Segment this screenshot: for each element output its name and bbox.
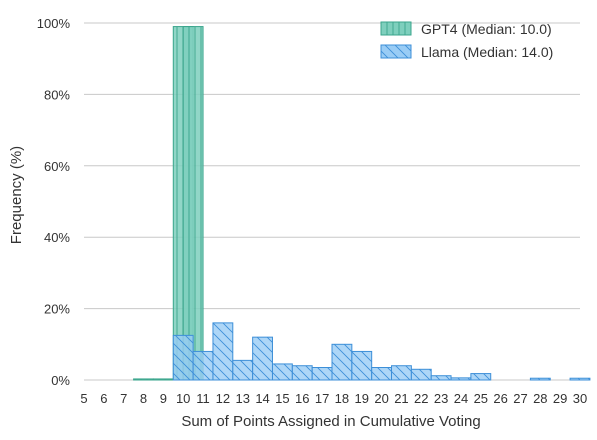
x-axis-title: Sum of Points Assigned in Cumulative Vot… (181, 413, 480, 430)
llama-bar-hatch (292, 365, 313, 380)
gpt4-bar-hatch (183, 26, 204, 380)
legend-label-gpt4: GPT4 (Median: 10.0) (421, 21, 552, 37)
x-tick-label: 23 (434, 391, 448, 406)
x-tick-label: 18 (335, 391, 349, 406)
grid-lines (84, 22, 580, 381)
x-tick-label: 7 (120, 391, 127, 406)
llama-bar-hatch (451, 377, 471, 380)
llama-bar-hatch (312, 367, 332, 380)
x-tick-label: 20 (374, 391, 388, 406)
x-tick-label: 6 (100, 391, 107, 406)
x-tick-label: 27 (513, 391, 527, 406)
x-tick-label: 13 (235, 391, 249, 406)
llama-bar-hatch (332, 344, 352, 380)
llama-bar-hatch (371, 367, 392, 380)
x-tick-label: 9 (160, 391, 167, 406)
y-tick-label: 80% (44, 87, 70, 102)
x-tick-label: 17 (315, 391, 329, 406)
x-tick-label: 5 (80, 391, 87, 406)
y-tick-label: 20% (44, 302, 70, 317)
y-tick-label: 40% (44, 230, 70, 245)
y-tick-label: 100% (37, 16, 71, 31)
y-tick-label: 0% (51, 373, 70, 388)
x-tick-label: 11 (196, 391, 210, 406)
llama-bar-hatch (272, 363, 293, 380)
llama-bar-hatch (470, 373, 491, 380)
x-tick-label: 25 (474, 391, 488, 406)
llama-bar-hatch (351, 351, 372, 380)
x-tick-label: 21 (394, 391, 408, 406)
x-tick-label: 16 (295, 391, 309, 406)
llama-bar-hatch (431, 375, 452, 380)
y-tick-labels: 0% 20% 40% 60% 80% 100% (37, 16, 71, 388)
x-tick-label: 15 (275, 391, 289, 406)
x-tick-label: 19 (355, 391, 369, 406)
x-tick-label: 22 (414, 391, 428, 406)
x-tick-label: 26 (493, 391, 507, 406)
x-tick-label: 14 (255, 391, 269, 406)
legend: GPT4 (Median: 10.0) Llama (Median: 14.0) (380, 21, 553, 60)
llama-bar-hatch (252, 337, 273, 380)
y-axis-title: Frequency (%) (8, 146, 25, 244)
llama-bars (172, 322, 591, 381)
legend-swatch-gpt4-hatch (381, 22, 411, 35)
x-tick-labels: 5 6 7 8 9 10 11 12 13 14 15 16 17 18 19 20 21 22 23 24 25 26 2… (80, 391, 587, 406)
legend-swatch-llama-hatch (381, 45, 411, 58)
legend-label-llama: Llama (Median: 14.0) (421, 44, 553, 60)
llama-bar-hatch (411, 369, 432, 380)
x-tick-label: 12 (216, 391, 230, 406)
llama-bar-hatch (391, 365, 412, 380)
x-tick-label: 30 (573, 391, 587, 406)
llama-bar-hatch (193, 351, 213, 380)
llama-bar-hatch (530, 378, 551, 380)
gpt4-bar-hatch (133, 378, 154, 380)
gpt4-bars (133, 26, 204, 381)
x-tick-label: 8 (140, 391, 147, 406)
x-tick-label: 29 (553, 391, 567, 406)
x-tick-label: 10 (176, 391, 190, 406)
llama-bar-hatch (232, 360, 253, 380)
y-tick-label: 60% (44, 159, 70, 174)
x-tick-label: 28 (533, 391, 547, 406)
x-tick-label: 24 (454, 391, 468, 406)
gpt4-bar-hatch (153, 378, 174, 380)
llama-bar-hatch (570, 378, 590, 380)
llama-bar-hatch (173, 335, 194, 380)
llama-bar-hatch (212, 322, 233, 380)
